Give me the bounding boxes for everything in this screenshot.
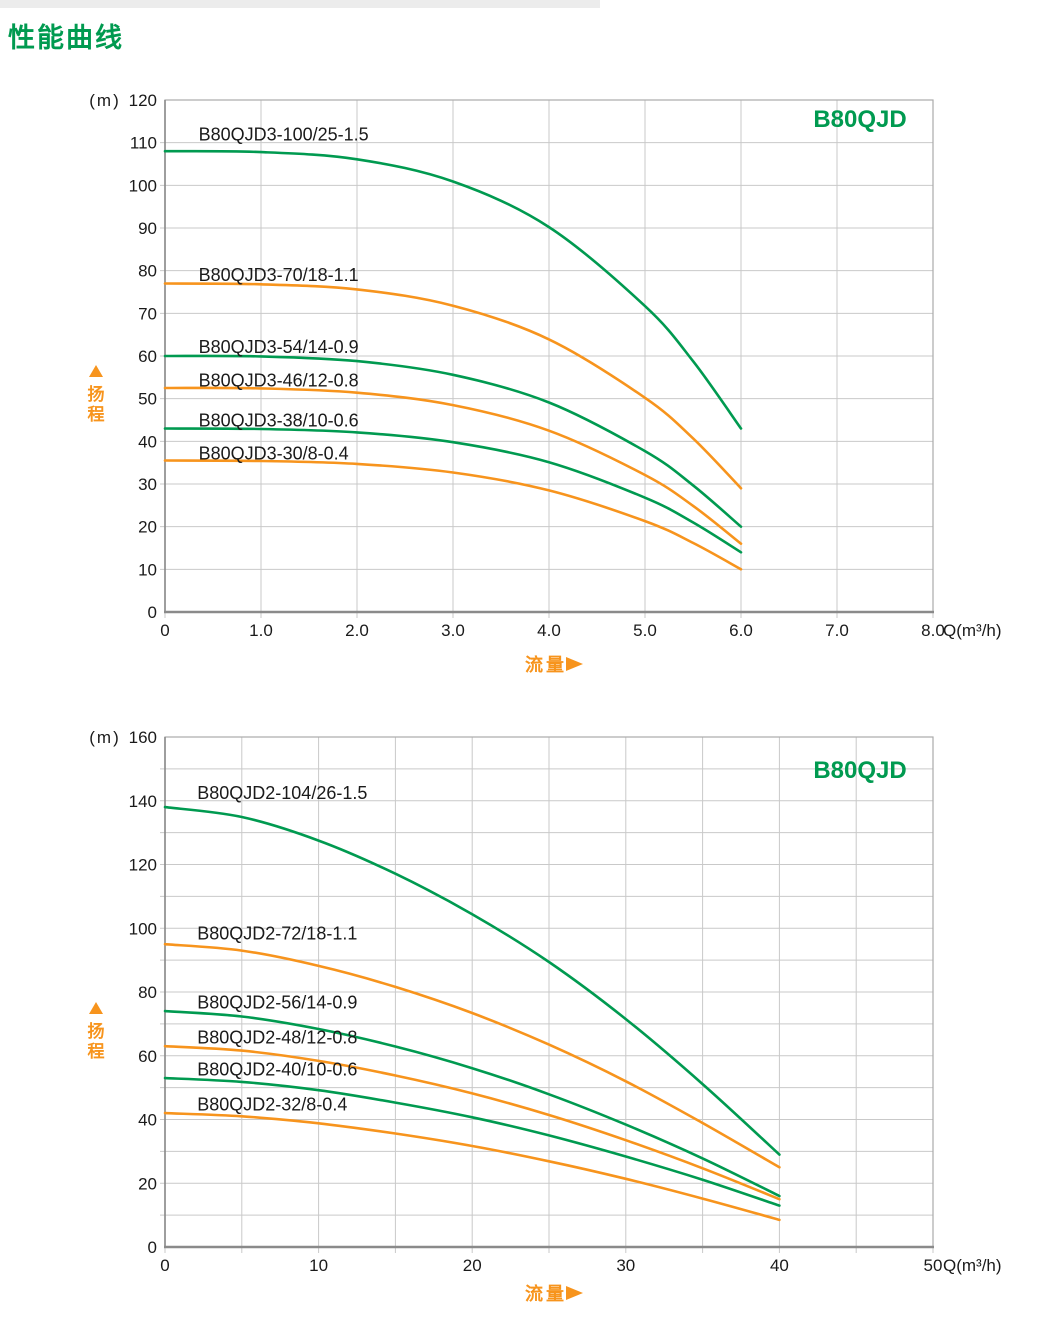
curve-label-b80qjd3-38-10-0-6: B80QJD3-38/10-0.6 (199, 410, 359, 430)
pump-curve-b80qjd3-30-8-0-4 (163, 459, 743, 571)
head-arrow-up-icon (89, 1002, 103, 1014)
y-tick-label: 80 (138, 983, 157, 1002)
flow-arrow-right-icon (566, 657, 583, 671)
x-tick-label: 3.0 (441, 621, 465, 640)
x-tick-label: 20 (463, 1256, 482, 1275)
head-axis-label-char1: 扬 (88, 1021, 105, 1041)
x-axis-unit: Q(m³/h) (943, 621, 1002, 640)
x-tick-label: 1.0 (249, 621, 273, 640)
x-tick-label: 6.0 (729, 621, 753, 640)
flow-arrow-right-icon (566, 1286, 583, 1300)
y-tick-label: 10 (138, 560, 157, 579)
x-tick-label: 10 (309, 1256, 328, 1275)
flow-axis-label: 流量 (525, 654, 567, 675)
performance-chart-b80qjd2: 0 20 40 60 80 100 120 140 160 0 10 20 30 40 50 Q(m³/h) (… (88, 728, 1002, 1304)
performance-chart-b80qjd3: 0 10 20 30 40 50 60 70 80 90 100 110 120 0 1.0 2.0 3.0 4.… (88, 91, 1002, 675)
head-axis-label-char1: 扬 (88, 384, 105, 404)
x-tick-label: 2.0 (345, 621, 369, 640)
curve-label-b80qjd3-30-8-0-4: B80QJD3-30/8-0.4 (199, 443, 349, 463)
y-tick-label: 50 (138, 390, 157, 409)
y-tick-label: 120 (129, 856, 157, 875)
pump-curve-b80qjd2-104-26-1-5 (163, 805, 781, 1156)
x-axis-unit: Q(m³/h) (943, 1256, 1002, 1275)
x-tick-label: 30 (616, 1256, 635, 1275)
y-tick-label: 0 (148, 1238, 157, 1257)
pump-curve-b80qjd3-38-10-0-6 (163, 427, 743, 554)
y-tick-label: 120 (129, 91, 157, 110)
chart-b80qjd2-section: 0 20 40 60 80 100 120 140 160 0 10 20 30 40 50 Q(m³/h) (… (0, 700, 1040, 1318)
curve-label-b80qjd3-70-18-1-1: B80QJD3-70/18-1.1 (199, 265, 359, 285)
y-tick-label: 20 (138, 518, 157, 537)
x-tick-label: 50 (924, 1256, 943, 1275)
y-tick-label: 60 (138, 347, 157, 366)
y-tick-label: 160 (129, 728, 157, 747)
y-axis-unit: (m) (89, 91, 120, 110)
x-tick-label: 7.0 (825, 621, 849, 640)
curve-label-b80qjd2-56-14-0-9: B80QJD2-56/14-0.9 (197, 993, 357, 1013)
y-tick-label: 60 (138, 1047, 157, 1066)
head-axis-label-char2: 程 (88, 1042, 105, 1061)
curve-label-b80qjd2-32-8-0-4: B80QJD2-32/8-0.4 (197, 1095, 347, 1115)
y-tick-label: 70 (138, 304, 157, 323)
y-tick-label: 100 (129, 176, 157, 195)
y-axis-unit: (m) (89, 728, 120, 747)
x-tick-label: 0 (160, 1256, 169, 1275)
pump-curve-b80qjd3-54-14-0-9 (163, 354, 743, 528)
pump-curve-b80qjd3-46-12-0-8 (163, 386, 743, 545)
x-tick-label: 8.0 (921, 621, 945, 640)
y-tick-label: 110 (130, 134, 157, 153)
y-tick-label: 140 (129, 792, 157, 811)
head-axis-label-char2: 程 (88, 405, 105, 424)
y-tick-label: 40 (138, 432, 157, 451)
curve-label-b80qjd2-40-10-0-6: B80QJD2-40/10-0.6 (197, 1060, 357, 1080)
pump-curve-b80qjd2-40-10-0-6 (163, 1076, 781, 1207)
pump-curve-b80qjd2-48-12-0-8 (163, 1044, 781, 1201)
flow-axis-label: 流量 (525, 1283, 567, 1304)
curve-label-b80qjd2-72-18-1-1: B80QJD2-72/18-1.1 (197, 924, 357, 944)
head-arrow-up-icon (89, 365, 103, 377)
y-tick-label: 100 (129, 919, 157, 938)
curve-label-b80qjd3-100-25-1-5: B80QJD3-100/25-1.5 (199, 125, 369, 145)
top-strip (0, 0, 600, 8)
curve-label-b80qjd3-54-14-0-9: B80QJD3-54/14-0.9 (199, 337, 359, 357)
model-badge: B80QJD (813, 106, 906, 133)
curve-label-b80qjd2-104-26-1-5: B80QJD2-104/26-1.5 (197, 783, 367, 803)
chart-b80qjd3-section: 0 10 20 30 40 50 60 70 80 90 100 110 120 0 1.0 2.0 3.0 4.… (0, 80, 1040, 700)
x-tick-label: 40 (770, 1256, 789, 1275)
y-tick-label: 40 (138, 1111, 157, 1130)
y-tick-label: 20 (138, 1174, 157, 1193)
x-tick-label: 4.0 (537, 621, 561, 640)
page-title: 性能曲线 (8, 23, 124, 53)
x-tick-label: 0 (160, 621, 169, 640)
pump-curve-b80qjd2-56-14-0-9 (163, 1009, 781, 1198)
curve-label-b80qjd3-46-12-0-8: B80QJD3-46/12-0.8 (199, 371, 359, 391)
pump-curve-b80qjd3-70-18-1-1 (163, 282, 743, 490)
curve-label-b80qjd2-48-12-0-8: B80QJD2-48/12-0.8 (197, 1028, 357, 1048)
pump-curve-b80qjd3-100-25-1-5 (163, 149, 743, 430)
pump-curve-b80qjd2-72-18-1-1 (163, 942, 781, 1169)
pump-curve-b80qjd2-32-8-0-4 (163, 1111, 781, 1222)
model-badge: B80QJD (813, 757, 906, 784)
y-tick-label: 0 (148, 603, 157, 622)
y-tick-label: 90 (138, 219, 157, 238)
x-tick-label: 5.0 (633, 621, 657, 640)
y-tick-label: 30 (138, 475, 157, 494)
y-tick-label: 80 (138, 262, 157, 281)
